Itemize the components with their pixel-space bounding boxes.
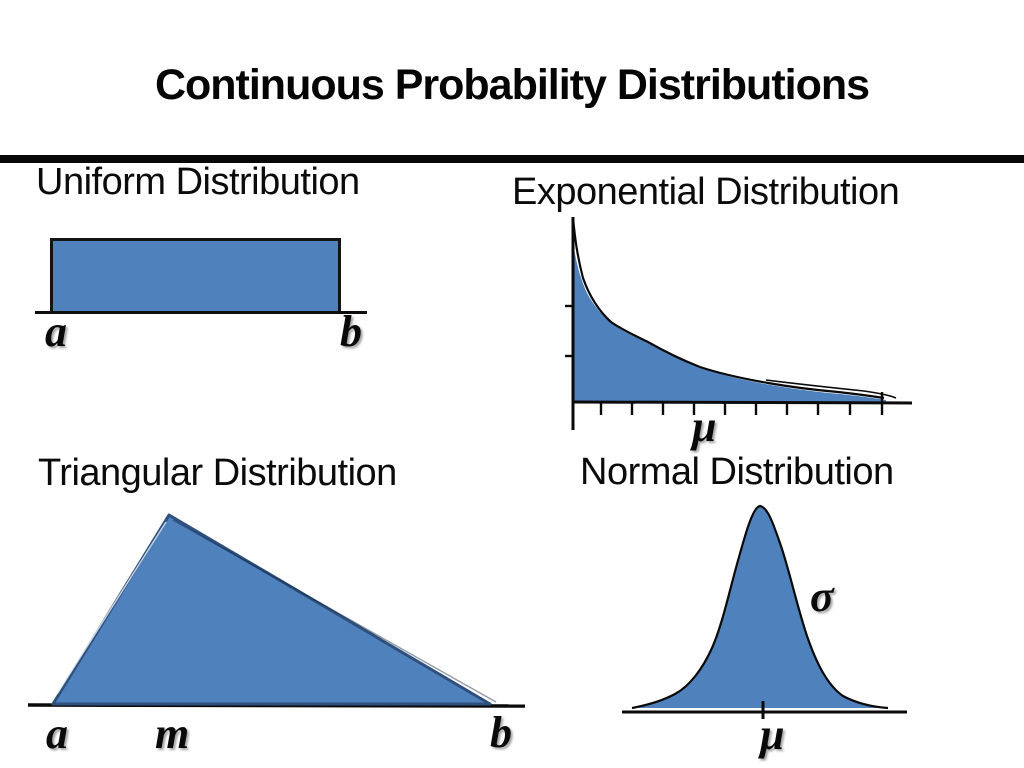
triangular-density-triangle [51,513,492,706]
uniform-density-rectangle [50,238,341,313]
triangular-plot [27,513,526,708]
exponential-heading: Exponential Distribution [512,171,900,213]
normal-bell-outline [631,504,889,710]
normal-label-mu: μ [760,710,785,759]
triangular-label-a: a [46,709,68,758]
triangle-left-edge-highlight [56,521,167,695]
triangle-right-edge-sketch-line [172,519,497,703]
exponential-area [573,242,886,402]
slide-title: Continuous Probability Distributions [154,61,870,109]
normal-heading: Normal Distribution [580,451,894,493]
triangular-heading: Triangular Distribution [38,452,397,494]
uniform-label-a: a [45,307,67,356]
exponential-plot [565,217,913,430]
uniform-label-b: b [340,307,362,356]
uniform-x-axis [35,311,367,314]
exponential-x-axis [571,400,913,405]
normal-bell-area [632,506,888,708]
exponential-tail-sketch-line [765,379,897,399]
normal-label-sigma: σ [810,572,834,621]
title-separator-rule [0,155,1024,163]
exponential-curve-outline [571,217,885,400]
uniform-heading: Uniform Distribution [36,161,360,203]
triangular-label-b: b [490,708,512,757]
triangular-label-m: m [155,709,190,758]
exponential-label-mu: μ [692,402,717,451]
normal-plot [622,504,907,719]
